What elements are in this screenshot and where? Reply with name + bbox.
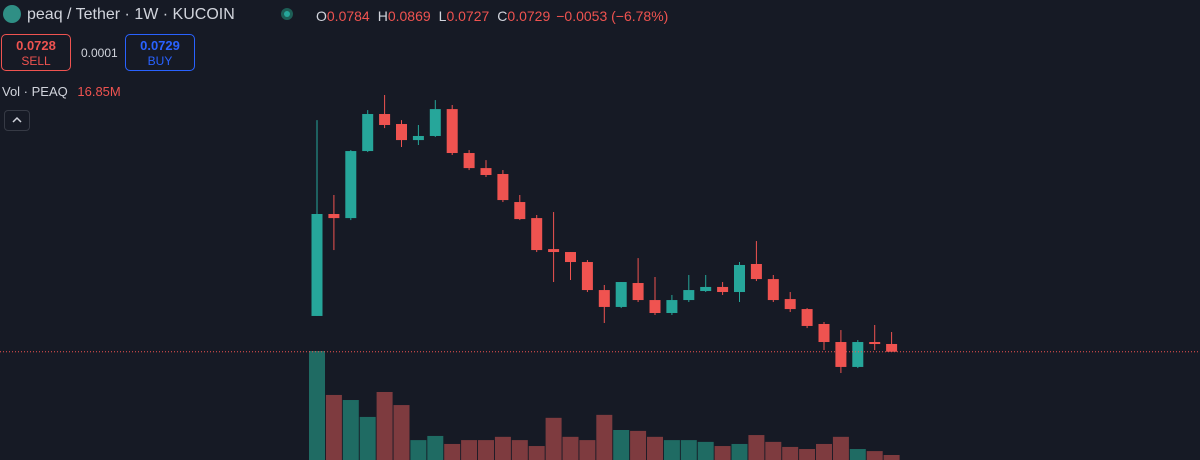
candle-body bbox=[480, 168, 492, 175]
volume-bar bbox=[832, 436, 849, 460]
candle-body bbox=[717, 286, 729, 293]
volume-legend: Vol · PEAQ 16.85M bbox=[2, 84, 121, 99]
candle-body bbox=[412, 135, 424, 141]
volume-bar bbox=[461, 440, 478, 460]
volume-value: 16.85M bbox=[77, 84, 121, 99]
volume-bar bbox=[309, 351, 325, 460]
candle-body bbox=[835, 342, 847, 367]
ohlc-value: 0.0729 bbox=[507, 8, 551, 24]
candle-body bbox=[615, 282, 627, 307]
ohlc-label: O bbox=[316, 8, 327, 24]
candle-body bbox=[869, 342, 881, 345]
ohlc-legend: O0.0784 H0.0869 L0.0727 C0.0729 −0.0053 (−6.… bbox=[316, 8, 668, 24]
volume-bar bbox=[511, 440, 528, 460]
volume-bar bbox=[342, 400, 359, 460]
volume-bar bbox=[613, 430, 630, 460]
candle-body bbox=[548, 249, 560, 253]
chevron-icon bbox=[12, 116, 22, 123]
volume-bar bbox=[883, 454, 900, 460]
volume-bar bbox=[478, 440, 494, 460]
collapse-button[interactable] bbox=[4, 110, 30, 131]
candle-body bbox=[734, 264, 745, 293]
volume-name: Vol · PEAQ bbox=[2, 84, 68, 99]
price-change: −0.0053 (−6.78%) bbox=[556, 8, 669, 24]
volume-bar bbox=[799, 449, 816, 460]
candle-body bbox=[429, 109, 441, 136]
volume-bar bbox=[647, 436, 663, 460]
candle-body bbox=[767, 279, 779, 301]
candle-body bbox=[311, 214, 323, 316]
buy-button[interactable]: 0.0729 BUY bbox=[125, 34, 195, 71]
volume-bar bbox=[545, 417, 562, 460]
candle-body bbox=[446, 109, 458, 154]
candle-body bbox=[750, 263, 762, 280]
ohlc-label: L bbox=[438, 8, 447, 24]
candle-body bbox=[514, 202, 526, 220]
volume-bar bbox=[410, 440, 427, 460]
volume-bar bbox=[748, 435, 765, 460]
volume-bar bbox=[663, 440, 680, 460]
candle-body bbox=[396, 124, 407, 141]
volume-bar bbox=[866, 451, 883, 460]
candle-body bbox=[379, 114, 391, 125]
candle-body bbox=[649, 300, 661, 314]
candle-body bbox=[565, 252, 576, 263]
volume-bar bbox=[562, 436, 579, 460]
candle-body bbox=[886, 343, 898, 352]
candle-body bbox=[666, 300, 678, 314]
volume-bar bbox=[325, 394, 342, 460]
candle-body bbox=[497, 174, 509, 201]
volume-bar bbox=[376, 391, 393, 460]
candle-body bbox=[852, 342, 864, 367]
symbol-logo bbox=[3, 5, 21, 23]
buy-price: 0.0729 bbox=[140, 38, 180, 53]
volume-bar bbox=[359, 416, 376, 460]
buy-label: BUY bbox=[147, 54, 173, 68]
volume-bar bbox=[393, 405, 410, 460]
candle-body bbox=[632, 283, 644, 301]
sell-price: 0.0728 bbox=[16, 38, 56, 53]
volume-bar bbox=[765, 441, 782, 460]
ohlc-value: 0.0869 bbox=[387, 8, 431, 24]
volume-bar bbox=[782, 446, 799, 460]
volume-bar bbox=[427, 435, 444, 460]
candle-body bbox=[784, 299, 796, 310]
candle-body bbox=[700, 286, 712, 292]
ohlc-label: H bbox=[377, 8, 388, 24]
candle-body bbox=[801, 309, 813, 326]
symbol-title: peaq / Tether · 1W · KUCOIN bbox=[27, 6, 235, 23]
volume-bar bbox=[731, 443, 748, 460]
ohlc-label: C bbox=[497, 8, 508, 24]
volume-bar bbox=[579, 440, 596, 460]
candle-body bbox=[463, 153, 475, 169]
sell-button[interactable]: 0.0728 SELL bbox=[1, 34, 71, 71]
volume-bar bbox=[714, 446, 731, 460]
spread: 0.0001 bbox=[81, 46, 118, 60]
volume-bar bbox=[494, 436, 511, 460]
volume-bar bbox=[596, 414, 613, 460]
candle-body bbox=[598, 290, 610, 307]
ohlc-value: 0.0727 bbox=[446, 8, 490, 24]
volume-bar bbox=[816, 443, 832, 460]
volume-bar bbox=[528, 446, 545, 460]
candle-body bbox=[328, 214, 340, 219]
candle-body bbox=[345, 151, 357, 219]
candle-body bbox=[683, 290, 695, 301]
sell-label: SELL bbox=[21, 54, 51, 68]
volume-bar bbox=[849, 449, 866, 460]
candle-body bbox=[531, 218, 543, 251]
market-status bbox=[281, 8, 293, 20]
volume-bar bbox=[680, 440, 697, 460]
ohlc-value: 0.0784 bbox=[326, 8, 370, 24]
volume-bar bbox=[697, 441, 714, 460]
candle-body bbox=[581, 262, 593, 291]
candle-body bbox=[818, 323, 830, 343]
volume-bar bbox=[630, 430, 647, 460]
volume-bar bbox=[444, 443, 461, 460]
candle-body bbox=[362, 114, 374, 152]
